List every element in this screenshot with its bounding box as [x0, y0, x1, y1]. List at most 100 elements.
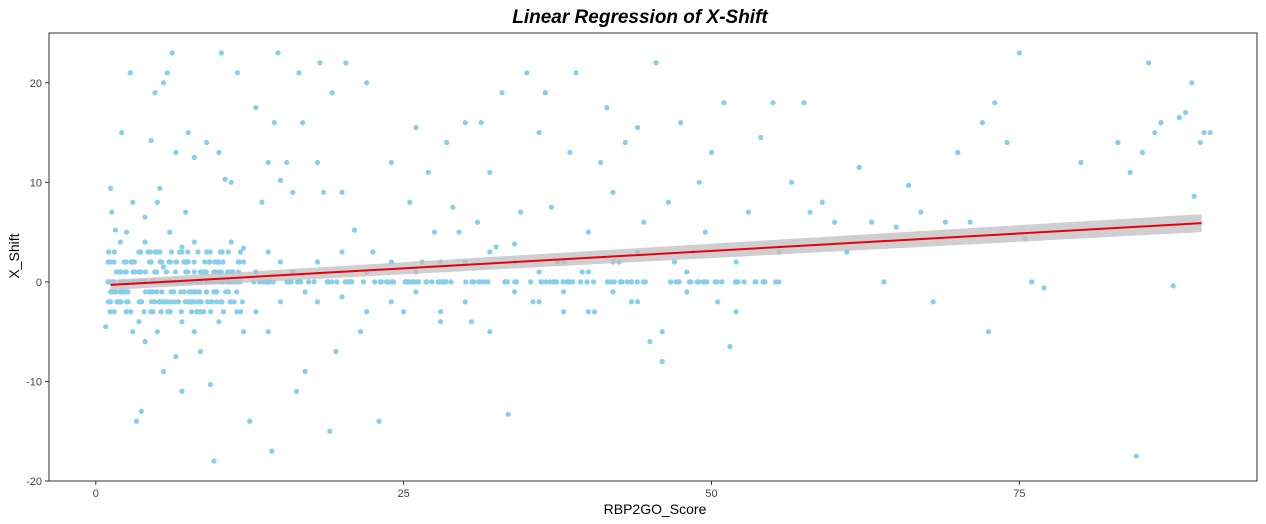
data-point	[1207, 129, 1213, 136]
data-point	[985, 329, 992, 335]
data-point	[561, 309, 567, 315]
data-point	[191, 239, 197, 245]
data-point	[437, 319, 444, 325]
data-point	[376, 418, 382, 424]
data-point	[128, 309, 134, 315]
data-point	[622, 139, 628, 146]
data-point	[196, 289, 203, 295]
data-point	[719, 279, 725, 285]
data-point	[770, 100, 776, 106]
data-point	[721, 100, 727, 106]
data-point	[524, 70, 530, 76]
data-point	[138, 299, 144, 305]
x-axis-title: RBP2GO_Score	[604, 501, 707, 517]
data-point	[425, 169, 431, 175]
data-point	[225, 249, 231, 255]
data-point	[114, 299, 120, 305]
data-point	[893, 224, 899, 230]
data-point	[444, 139, 450, 146]
data-point	[487, 329, 493, 335]
data-point	[105, 299, 111, 305]
data-point	[1182, 110, 1189, 116]
data-point	[185, 249, 191, 255]
data-point	[152, 90, 158, 96]
data-point	[179, 244, 185, 250]
data-point	[168, 299, 174, 305]
data-point	[334, 279, 340, 285]
data-point	[760, 279, 766, 285]
data-point	[234, 309, 240, 315]
data-point	[1115, 139, 1121, 146]
data-point	[485, 279, 491, 285]
data-point	[185, 299, 191, 305]
data-point	[300, 120, 306, 126]
data-point	[735, 279, 741, 285]
data-point	[1197, 139, 1203, 146]
data-point	[542, 90, 548, 96]
data-point	[832, 219, 838, 225]
data-point	[172, 299, 178, 305]
data-point	[411, 279, 417, 285]
data-point	[197, 348, 204, 355]
data-point	[118, 299, 124, 305]
data-point	[123, 269, 129, 275]
data-point	[119, 129, 125, 136]
data-point	[179, 388, 185, 394]
data-point	[179, 319, 185, 325]
data-point	[108, 289, 114, 295]
data-point	[240, 329, 247, 335]
data-point	[343, 60, 349, 66]
data-point	[386, 279, 392, 285]
data-point	[133, 418, 140, 424]
data-point	[1016, 50, 1022, 56]
data-point	[665, 199, 671, 205]
data-point	[222, 176, 228, 182]
data-point	[967, 219, 973, 225]
y-tick-label: 20	[30, 78, 42, 90]
y-tick-label: 10	[30, 177, 42, 189]
data-point	[694, 279, 700, 285]
data-point	[1191, 193, 1197, 199]
data-point	[598, 159, 604, 166]
data-point	[207, 249, 213, 255]
data-point	[653, 60, 659, 66]
data-point	[169, 50, 175, 56]
data-point	[1146, 60, 1152, 66]
data-point	[228, 239, 234, 245]
data-point	[159, 259, 165, 265]
data-point	[512, 279, 518, 285]
data-point	[1170, 283, 1176, 289]
data-point	[191, 299, 197, 305]
y-tick-label: -10	[26, 376, 42, 388]
data-point	[702, 279, 708, 285]
data-point	[351, 227, 357, 233]
data-point	[415, 279, 422, 285]
data-point	[237, 249, 244, 255]
data-point	[160, 80, 167, 86]
data-point	[471, 279, 477, 285]
data-point	[177, 249, 183, 255]
data-point	[160, 368, 167, 375]
data-point	[493, 244, 499, 250]
data-point	[159, 289, 165, 295]
regression-line	[110, 222, 1202, 286]
data-point	[329, 279, 335, 285]
data-point	[423, 279, 429, 285]
data-point	[436, 279, 442, 285]
data-point	[604, 105, 610, 111]
data-point	[195, 249, 201, 255]
data-point	[579, 269, 585, 275]
data-point	[536, 269, 542, 275]
data-point	[553, 279, 560, 285]
data-point	[228, 179, 234, 185]
data-point	[112, 227, 119, 233]
confidence-band	[110, 214, 1202, 290]
data-point	[105, 279, 111, 285]
data-point	[676, 279, 682, 285]
data-point	[275, 50, 281, 56]
data-point	[401, 309, 407, 315]
data-point	[265, 159, 271, 166]
data-point	[628, 299, 635, 305]
data-point	[240, 245, 247, 251]
